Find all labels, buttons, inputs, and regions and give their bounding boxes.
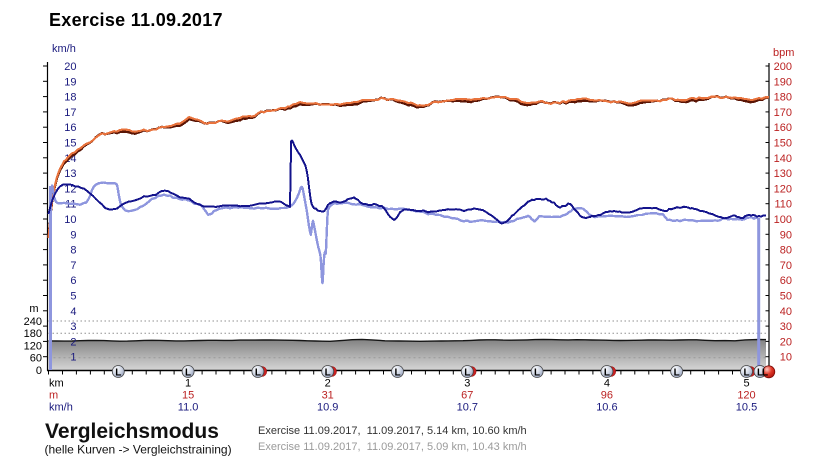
svg-text:2: 2 xyxy=(70,336,76,348)
svg-text:190: 190 xyxy=(774,76,792,88)
svg-text:10.7: 10.7 xyxy=(457,402,478,414)
svg-text:90: 90 xyxy=(780,229,792,241)
svg-text:20: 20 xyxy=(64,61,76,73)
svg-text:L: L xyxy=(255,368,261,379)
svg-text:18: 18 xyxy=(64,92,76,104)
svg-text:L: L xyxy=(325,368,331,379)
svg-text:60: 60 xyxy=(30,353,42,365)
svg-text:130: 130 xyxy=(774,168,792,180)
svg-text:Exercise 11.09.2017: Exercise 11.09.2017 xyxy=(49,10,223,30)
svg-text:7: 7 xyxy=(70,260,76,272)
svg-text:L: L xyxy=(604,368,610,379)
svg-text:40: 40 xyxy=(780,306,792,318)
svg-text:5: 5 xyxy=(70,291,76,303)
svg-text:160: 160 xyxy=(774,122,792,134)
svg-text:Vergleichsmodus: Vergleichsmodus xyxy=(45,420,219,443)
svg-text:2: 2 xyxy=(325,378,331,390)
svg-text:19: 19 xyxy=(64,76,76,88)
svg-text:km/h: km/h xyxy=(49,402,73,414)
svg-text:30: 30 xyxy=(780,321,792,333)
svg-text:11.0: 11.0 xyxy=(178,402,199,414)
svg-text:10.5: 10.5 xyxy=(736,402,757,414)
svg-text:1: 1 xyxy=(70,352,76,364)
svg-text:m: m xyxy=(49,390,58,402)
svg-text:10: 10 xyxy=(64,214,76,226)
svg-text:70: 70 xyxy=(780,260,792,272)
svg-text:120: 120 xyxy=(737,390,755,402)
svg-text:3: 3 xyxy=(70,321,76,333)
svg-text:0: 0 xyxy=(36,365,42,377)
svg-text:(helle Kurven -> Vergleichstra: (helle Kurven -> Vergleichstraining) xyxy=(45,443,232,457)
svg-text:6: 6 xyxy=(70,275,76,287)
svg-text:L: L xyxy=(185,368,191,379)
svg-text:km: km xyxy=(49,378,64,390)
svg-text:L: L xyxy=(674,368,680,379)
svg-text:4: 4 xyxy=(70,306,76,318)
svg-text:96: 96 xyxy=(601,390,613,402)
svg-text:140: 140 xyxy=(774,153,792,165)
svg-text:1: 1 xyxy=(185,378,191,390)
svg-text:170: 170 xyxy=(774,107,792,119)
svg-text:16: 16 xyxy=(64,122,76,134)
svg-text:60: 60 xyxy=(780,275,792,287)
svg-text:km/h: km/h xyxy=(52,43,76,55)
svg-text:L: L xyxy=(743,368,749,379)
svg-text:150: 150 xyxy=(774,138,792,150)
svg-text:5: 5 xyxy=(743,378,749,390)
svg-text:80: 80 xyxy=(780,245,792,257)
svg-text:10: 10 xyxy=(780,352,792,364)
svg-text:31: 31 xyxy=(322,390,334,402)
svg-text:L: L xyxy=(762,368,768,379)
svg-text:15: 15 xyxy=(182,390,194,402)
svg-text:10.9: 10.9 xyxy=(317,402,338,414)
svg-text:L: L xyxy=(534,368,540,379)
svg-text:240: 240 xyxy=(24,316,42,328)
svg-text:m: m xyxy=(29,303,38,315)
svg-text:9: 9 xyxy=(70,229,76,241)
svg-text:20: 20 xyxy=(780,336,792,348)
svg-text:17: 17 xyxy=(64,107,76,119)
svg-text:67: 67 xyxy=(461,390,473,402)
svg-text:Exercise 11.09.2017, 11.09.20: Exercise 11.09.2017, 11.09.2017, 5.14 km… xyxy=(258,425,527,437)
svg-text:50: 50 xyxy=(780,291,792,303)
svg-text:15: 15 xyxy=(64,138,76,150)
svg-text:bpm: bpm xyxy=(773,47,794,59)
svg-text:200: 200 xyxy=(774,61,792,73)
svg-text:120: 120 xyxy=(24,341,42,353)
svg-text:180: 180 xyxy=(24,328,42,340)
svg-text:Exercise 11.09.2017, 11.09.20: Exercise 11.09.2017, 11.09.2017, 5.09 km… xyxy=(258,441,527,453)
svg-text:8: 8 xyxy=(70,245,76,257)
svg-text:4: 4 xyxy=(604,378,610,390)
svg-text:L: L xyxy=(757,368,763,379)
svg-text:180: 180 xyxy=(774,92,792,104)
svg-text:3: 3 xyxy=(464,378,470,390)
svg-text:100: 100 xyxy=(774,214,792,226)
svg-text:L: L xyxy=(464,368,470,379)
svg-text:10.6: 10.6 xyxy=(596,402,617,414)
svg-text:L: L xyxy=(394,368,400,379)
svg-text:L: L xyxy=(115,368,121,379)
svg-text:110: 110 xyxy=(774,199,792,211)
svg-text:120: 120 xyxy=(774,183,792,195)
svg-text:13: 13 xyxy=(64,168,76,180)
